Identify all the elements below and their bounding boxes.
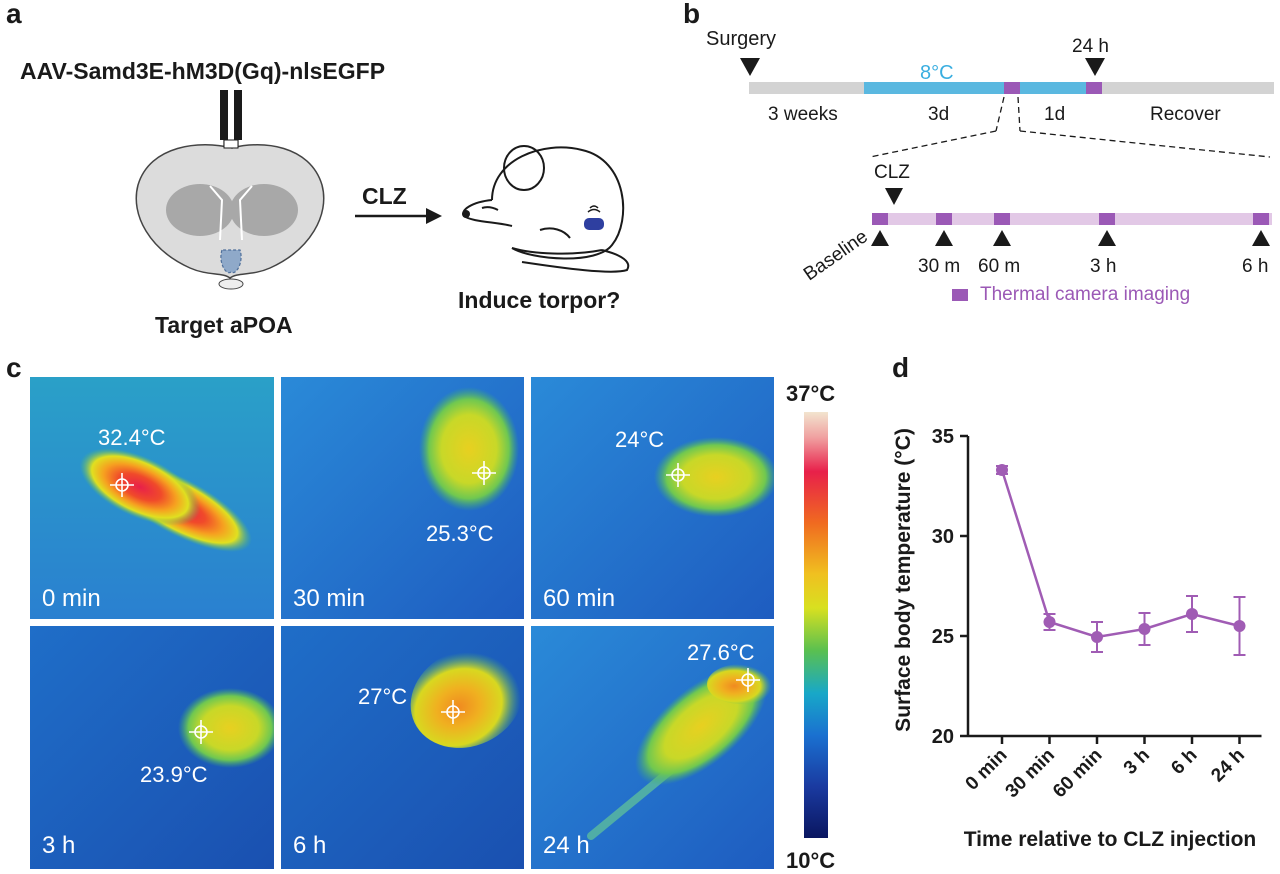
time-label-30min: 30 min <box>293 585 366 612</box>
panel-c-letter: c <box>6 352 22 383</box>
timepoint-30m: 30 m <box>918 256 961 277</box>
data-point <box>1233 620 1246 632</box>
data-point <box>1043 616 1056 628</box>
temp-label-6h: 27°C <box>358 684 408 709</box>
cold-label: 8°C <box>920 62 954 84</box>
timepoint-baseline: Baseline <box>800 226 872 286</box>
color-scale-bar <box>804 412 828 838</box>
panel-d-letter: d <box>892 352 910 383</box>
x-tick-label: 60 min <box>1049 745 1106 802</box>
zoom-lines <box>869 96 1271 158</box>
clz-label: CLZ <box>874 162 910 183</box>
segment-recover: Recover <box>1150 104 1221 125</box>
temp-label-3h: 23.9°C <box>140 762 208 787</box>
panel-b-letter: b <box>683 0 701 29</box>
segment-weeks: 3 weeks <box>768 104 838 125</box>
timepoint-60m: 60 m <box>978 256 1021 277</box>
surgery-label: Surgery <box>706 28 777 50</box>
x-axis-title: Time relative to CLZ injection <box>964 828 1257 851</box>
y-axis-title: Surface body temperature (°C) <box>892 428 915 732</box>
x-tick-label: 6 h <box>1167 745 1201 779</box>
sleeping-mouse-illustration <box>462 145 630 273</box>
y-tick-label: 35 <box>932 426 954 448</box>
timeline-bottom <box>871 188 1272 246</box>
data-point <box>996 464 1008 476</box>
24h-label: 24 h <box>1072 36 1109 57</box>
temp-label-30min: 25.3°C <box>426 521 494 546</box>
panel-a-letter: a <box>6 0 22 29</box>
thermal-image-3h: 23.9°C 3 h <box>30 626 274 869</box>
timepoint-3h: 3 h <box>1090 256 1117 277</box>
timeline-top <box>740 58 1274 94</box>
y-tick-label: 20 <box>932 726 954 748</box>
legend-swatch <box>952 289 968 301</box>
x-tick-label: 30 min <box>1002 745 1059 802</box>
brain-section-diagram <box>135 90 325 290</box>
thermal-image-6h: 27°C 6 h <box>281 626 524 869</box>
legend-label: Thermal camera imaging <box>980 284 1191 305</box>
target-label: Target aPOA <box>155 312 293 338</box>
virus-label: AAV-Samd3E-hM3D(Gq)-nlsEGFP <box>20 58 386 84</box>
thermal-image-0min: 32.4°C 0 min <box>30 377 274 619</box>
temp-label-0min: 32.4°C <box>98 425 166 450</box>
scale-max-label: 37°C <box>786 381 836 406</box>
timepoint-6h: 6 h <box>1242 256 1269 277</box>
thermal-image-60min: 24°C 60 min <box>531 377 774 619</box>
temp-label-60min: 24°C <box>615 427 665 452</box>
data-point <box>1186 608 1198 620</box>
x-tick-label: 24 h <box>1207 745 1249 787</box>
time-label-6h: 6 h <box>293 832 327 859</box>
drug-label: CLZ <box>362 183 407 209</box>
y-tick-label: 30 <box>932 526 954 548</box>
segment-3d: 3d <box>928 104 950 125</box>
thermal-image-24h: 27.6°C 24 h <box>531 626 774 869</box>
scale-min-label: 10°C <box>786 848 836 873</box>
time-label-24h: 24 h <box>543 832 590 859</box>
data-point <box>1138 623 1151 635</box>
arrow-right-icon <box>355 208 442 224</box>
series-line <box>1000 469 1240 639</box>
time-label-3h: 3 h <box>42 832 76 859</box>
y-tick-label: 25 <box>932 626 954 648</box>
thermal-image-30min: 25.3°C 30 min <box>281 377 524 619</box>
data-point <box>1091 631 1103 643</box>
time-label-0min: 0 min <box>42 585 101 612</box>
segment-1d: 1d <box>1044 104 1066 125</box>
temp-label-24h: 27.6°C <box>687 640 755 665</box>
outcome-label: Induce torpor? <box>458 287 621 313</box>
x-tick-label: 3 h <box>1120 745 1154 779</box>
time-label-60min: 60 min <box>543 585 616 612</box>
